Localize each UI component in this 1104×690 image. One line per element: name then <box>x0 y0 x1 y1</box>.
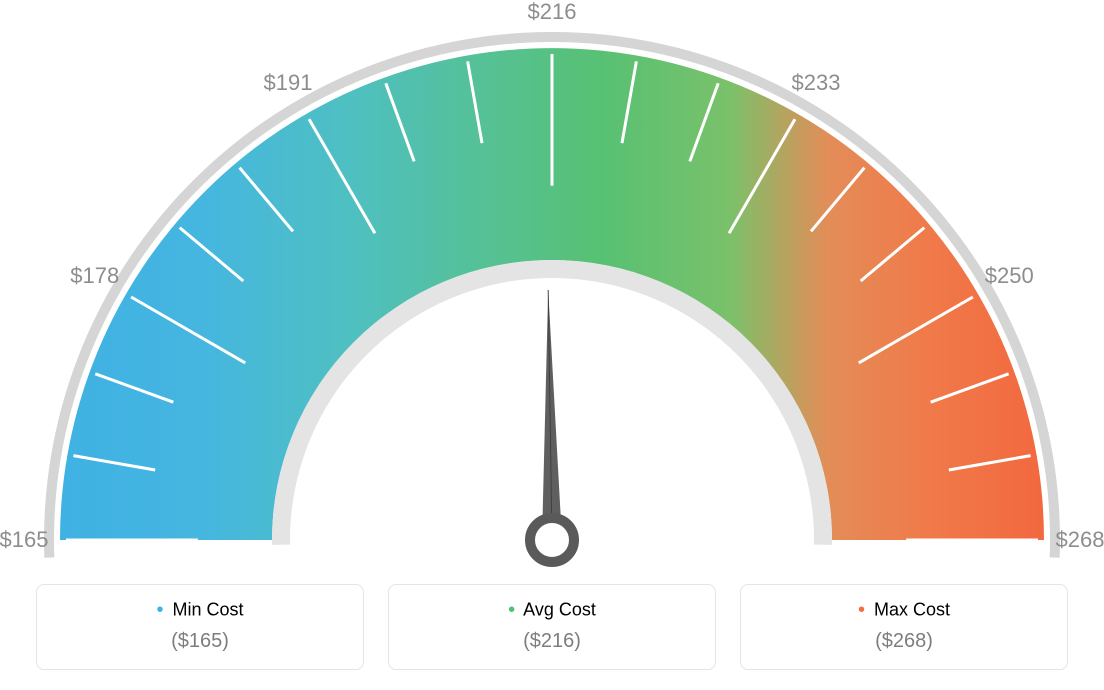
gauge-tick-label: $268 <box>1056 527 1104 553</box>
legend-min-value: ($165) <box>47 630 353 653</box>
legend-max-label: Max Cost <box>874 599 950 619</box>
dot-icon: • <box>508 599 515 621</box>
legend-avg-label: Avg Cost <box>523 599 596 619</box>
dot-icon: • <box>858 599 865 621</box>
legend-avg: • Avg Cost ($216) <box>388 584 716 670</box>
gauge-tick-label: $250 <box>985 263 1034 289</box>
gauge-tick-label: $178 <box>70 263 119 289</box>
gauge-tick-label: $165 <box>0 527 48 553</box>
legend-max-value: ($268) <box>751 630 1057 653</box>
gauge-chart: $165 $178 $191 $216 $233 $250 $268 <box>0 0 1104 570</box>
legend-min-label: Min Cost <box>173 599 244 619</box>
gauge-tick-label: $233 <box>792 70 841 96</box>
gauge-tick-label: $191 <box>264 70 313 96</box>
gauge-tick-label: $216 <box>528 0 577 25</box>
legend-row: • Min Cost ($165) • Avg Cost ($216) • Ma… <box>0 584 1104 670</box>
cost-gauge-card: $165 $178 $191 $216 $233 $250 $268 • Min Cost … <box>0 0 1104 690</box>
legend-min: • Min Cost ($165) <box>36 584 364 670</box>
legend-avg-value: ($216) <box>399 630 705 653</box>
dot-icon: • <box>156 599 163 621</box>
legend-max: • Max Cost ($268) <box>740 584 1068 670</box>
